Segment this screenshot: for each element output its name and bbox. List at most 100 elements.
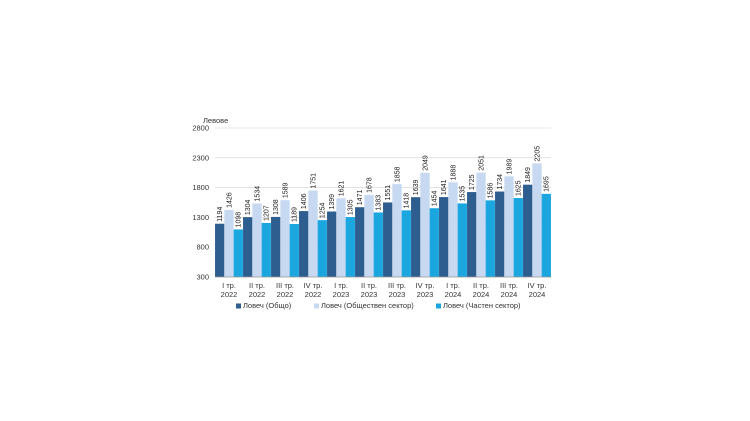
data-label: 1641 [441,179,448,195]
y-axis-ticks: 300 800 1300 1800 2300 2800 [192,124,209,282]
bar [513,198,523,277]
bar [439,197,449,277]
data-label: 1471 [357,190,364,206]
y-tick-label: 800 [196,243,209,252]
data-label: 1304 [245,199,252,215]
y-tick-label: 2800 [192,124,209,133]
data-label: 1586 [488,183,495,199]
x-tick-label: III тр. [276,281,294,290]
bar [317,220,327,277]
bar [243,217,253,277]
x-tick-label: II тр. [249,281,265,290]
bar [401,210,411,277]
x-tick-label: 2024 [445,290,462,299]
data-label: 1725 [469,174,476,190]
data-label: 1454 [432,191,439,207]
bar [504,176,514,277]
data-label: 1207 [264,205,271,221]
data-label: 1858 [394,166,401,182]
x-tick-label: 2022 [305,290,322,299]
legend-label: Ловеч (Общо) [243,301,292,310]
data-label: 1989 [506,159,513,175]
bar [308,190,318,277]
data-label: 1535 [460,186,467,202]
x-tick-label: I тр. [334,281,348,290]
bar [429,208,439,277]
data-label: 1678 [366,177,373,193]
bar [411,197,421,277]
data-label: 1418 [404,193,411,209]
x-tick-label: 2023 [333,290,350,299]
x-tick-label: 2022 [249,290,266,299]
legend-label: Ловеч (Частен сектор) [443,301,521,310]
data-label: 1406 [301,193,308,209]
x-tick-label: 2024 [529,290,546,299]
bar [467,192,477,277]
data-label: 1308 [273,199,280,215]
bars [215,163,551,277]
bar [532,163,542,277]
bar [215,223,225,277]
data-label: 1888 [450,165,457,181]
data-label: 1589 [282,182,289,198]
x-tick-label: II тр. [361,281,377,290]
data-label: 2049 [422,155,429,171]
x-tick-label: I тр. [222,281,236,290]
data-label: 1625 [516,180,523,196]
bar [336,198,346,277]
data-label: 1751 [310,173,317,189]
bar [392,184,402,277]
data-label: 1399 [329,194,336,210]
bar [364,194,374,277]
data-label: 1189 [292,207,299,222]
data-label: 1426 [226,192,233,208]
data-label: 1849 [525,167,532,183]
legend-swatch [236,303,241,309]
bar [261,222,271,277]
y-tick-label: 2300 [192,153,209,162]
bar [523,184,533,277]
bar [373,212,383,277]
data-label: 2205 [534,146,541,162]
bar [420,172,430,277]
bar [485,200,495,277]
x-tick-label: IV тр. [528,281,547,290]
bar [280,200,290,277]
x-tick-label: 2024 [501,290,518,299]
data-label: 1639 [413,180,420,196]
bar [457,203,467,277]
x-tick-label: 2023 [417,290,434,299]
x-tick-label: III тр. [500,281,518,290]
bar [495,191,505,277]
bar [224,209,234,277]
data-label: 1551 [385,185,392,201]
data-label: 1734 [497,174,504,190]
data-labels: 1194 1304 1308 1406 1399 1471 1551 1639 1641 1725… [217,146,551,228]
y-tick-label: 1800 [192,183,209,192]
x-tick-label: 2022 [277,290,294,299]
bar [383,202,393,277]
legend-swatch [436,303,441,309]
x-tick-label: 2022 [221,290,238,299]
x-tick-label: II тр. [473,281,489,290]
legend: Ловеч (Общо) Ловеч (Обществен сектор) Лове… [236,301,521,310]
data-label: 1254 [320,202,327,218]
data-label: 1305 [348,199,355,215]
data-label: 1383 [376,195,383,211]
bar [233,229,243,277]
bar [289,224,299,277]
y-tick-label: 1300 [192,213,209,222]
x-tick-label: 2023 [389,290,406,299]
x-tick-label: 2024 [473,290,490,299]
data-label: 1621 [338,181,345,197]
data-label: 1695 [544,176,551,192]
bar [327,211,337,277]
x-tick-label: 2023 [361,290,378,299]
bar [345,217,355,277]
bar [355,207,365,277]
bar [299,211,309,277]
x-tick-label: I тр. [446,281,460,290]
bar [271,216,281,277]
